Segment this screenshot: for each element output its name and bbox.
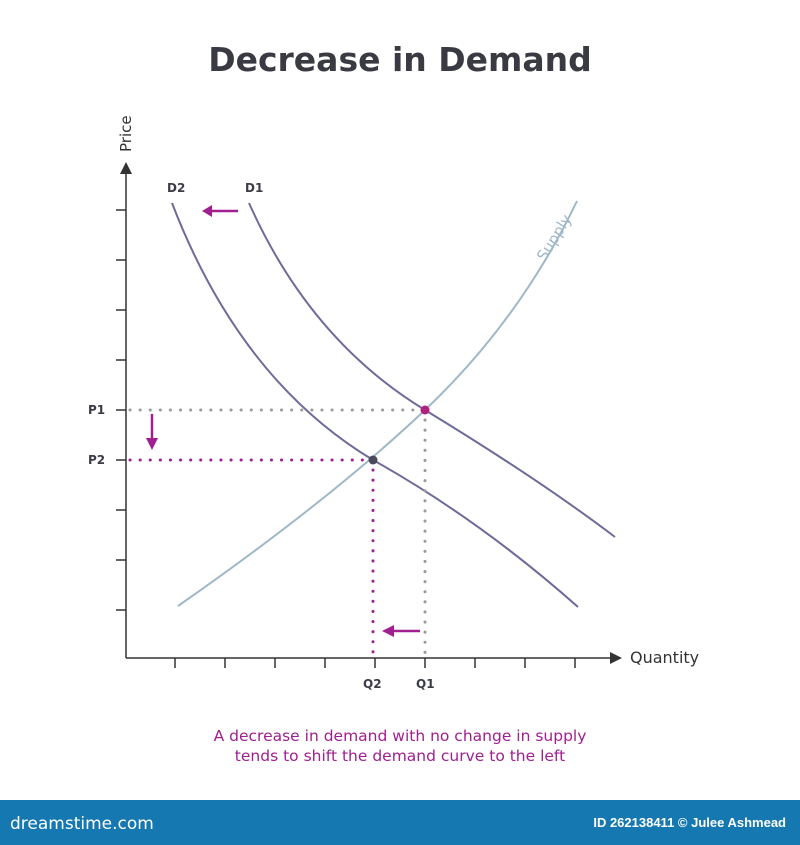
y-axis-label: Price [117,115,135,152]
demand-curve-d2 [171,202,579,608]
demand-curve-d1 [248,202,616,538]
caption: A decrease in demand with no change in s… [0,726,800,766]
x-axis-arrow-icon [610,652,622,664]
y-axis-arrow-icon [120,162,132,174]
x-axis-label: Quantity [630,648,699,667]
chart-title: Decrease in Demand [208,40,592,79]
x-ticks [174,658,576,668]
caption-line-1: A decrease in demand with no change in s… [213,727,587,745]
brand-logo[interactable]: dreamstime.com [10,814,154,834]
d1-label: D1 [245,181,263,195]
footer-bar: dreamstime.com ID 262138411 © Julee Ashm… [0,800,800,845]
image-credit: ID 262138411 © Julee Ashmead [593,815,786,830]
demand-diagram: Price Quantity D2 D1 Supply P1 P2 Q2 Q1 [88,115,699,691]
q1-label: Q1 [416,677,435,691]
y-ticks [116,209,126,611]
p2-label: P2 [88,453,105,467]
q2-label: Q2 [363,677,382,691]
p1-label: P1 [88,403,105,417]
caption-line-2: tends to shift the demand curve to the l… [234,747,566,765]
supply-curve [177,200,578,607]
equilibrium-point-2 [368,455,378,465]
supply-label: Supply [533,211,575,264]
equilibrium-point-1 [420,405,430,415]
d2-label: D2 [167,181,185,195]
